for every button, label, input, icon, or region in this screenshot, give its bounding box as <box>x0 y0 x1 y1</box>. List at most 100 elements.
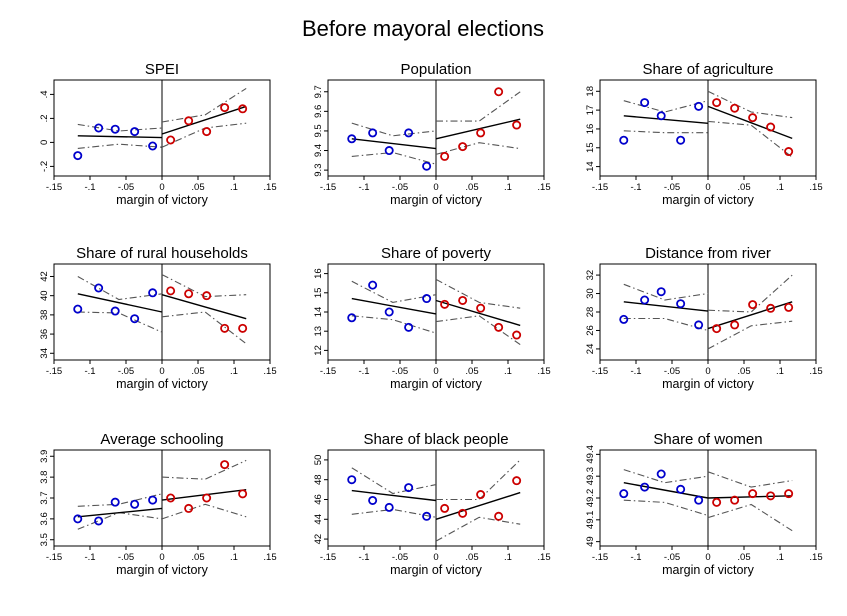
data-point-left <box>73 151 83 161</box>
panel-title: Share of black people <box>363 431 508 448</box>
x-tick-label: -.05 <box>392 366 408 377</box>
y-tick-label: -.2 <box>39 161 50 172</box>
data-point-right <box>184 289 194 299</box>
x-tick-label: -.1 <box>358 366 369 377</box>
panel-title: Population <box>401 61 472 78</box>
x-axis-label: margin of victory <box>116 193 208 207</box>
x-tick-label: -.1 <box>630 366 641 377</box>
ci-right-lower <box>435 516 521 542</box>
data-point-right <box>712 98 722 108</box>
fit-line-right <box>707 301 793 330</box>
x-axis-label: margin of victory <box>116 377 208 391</box>
fit-line-right <box>161 105 247 135</box>
y-tick-label: 26 <box>585 325 596 336</box>
x-axis-label: margin of victory <box>390 563 482 577</box>
x-tick-label: .1 <box>504 182 512 193</box>
x-tick-label: -.15 <box>320 552 336 563</box>
fit-line-left <box>623 115 709 124</box>
panel-title: Share of rural households <box>76 245 248 262</box>
data-point-right <box>766 303 776 313</box>
data-point-right <box>166 286 176 296</box>
ci-right-lower <box>707 320 793 350</box>
ci-right-upper <box>707 90 793 119</box>
x-tick-label: .1 <box>230 366 238 377</box>
data-point-left <box>148 141 158 151</box>
data-point-right <box>220 323 230 333</box>
data-point-right <box>166 493 176 503</box>
x-tick-label: 0 <box>159 366 164 377</box>
y-tick-label: 9.4 <box>313 144 324 157</box>
y-tick-label: 44 <box>313 514 324 525</box>
panel-4: Share of rural households -.15 -.1 -.05 0 .05… <box>39 245 277 391</box>
x-tick-label: .05 <box>191 552 204 563</box>
ci-right-lower <box>161 503 247 520</box>
data-point-left <box>94 283 104 293</box>
y-tick-label: 49 <box>585 536 596 547</box>
x-tick-label: .05 <box>737 552 750 563</box>
data-point-left <box>94 516 104 526</box>
x-tick-label: -.15 <box>592 182 608 193</box>
y-tick-label: 13 <box>313 326 324 337</box>
data-point-right <box>766 122 776 132</box>
panel-title: Average schooling <box>100 431 223 448</box>
panel-7: Average schooling -.15 -.1 -.05 0 .05 .1 .15 3.5… <box>39 431 277 577</box>
data-point-right <box>476 303 486 313</box>
data-point-right <box>458 295 468 305</box>
data-point-right <box>766 491 776 501</box>
ci-right-upper <box>436 91 521 122</box>
data-point-right <box>238 323 248 333</box>
ci-left-lower <box>77 311 163 333</box>
curves <box>351 278 521 346</box>
x-tick-label: -.15 <box>320 366 336 377</box>
y-tick-label: 42 <box>39 271 50 282</box>
panel-grid: SPEI -.15 -.1 -.05 0 .05 .1 .15 -.2 0 .2 .4 margin o… <box>39 61 823 577</box>
data-point-right <box>512 120 522 130</box>
data-point-right <box>238 489 248 499</box>
data-point-left <box>656 287 666 297</box>
fit-line-right <box>161 294 247 320</box>
panel-9: Share of women -.15 -.1 -.05 0 .05 .1 .15 49 49.1… <box>585 431 823 577</box>
y-tick-label: 49.4 <box>585 445 596 464</box>
data-point-right <box>220 103 230 113</box>
y-tick-label: 9.6 <box>313 105 324 118</box>
y-tick-label: .2 <box>39 114 50 122</box>
x-tick-label: 0 <box>705 182 710 193</box>
data-point-right <box>238 104 248 114</box>
x-tick-label: .15 <box>537 366 550 377</box>
y-tick-label: 3.9 <box>39 450 50 463</box>
x-tick-label: .1 <box>776 552 784 563</box>
data-point-right <box>730 495 740 505</box>
fit-line-left <box>623 301 709 312</box>
x-tick-label: -.05 <box>118 182 134 193</box>
data-point-left <box>676 135 686 145</box>
y-tick-label: 17 <box>585 105 596 116</box>
data-point-left <box>694 320 704 330</box>
ci-right-lower <box>435 315 521 346</box>
figure-title: Before mayoral elections <box>302 16 544 41</box>
data-point-left <box>422 294 432 304</box>
data-point-right <box>512 476 522 486</box>
ci-right-upper <box>707 471 793 488</box>
y-tick-label: 3.6 <box>39 512 50 525</box>
data-point-left <box>694 101 704 111</box>
data-point-left <box>676 484 686 494</box>
data-point-left <box>110 124 120 134</box>
x-axis-label: margin of victory <box>390 193 482 207</box>
y-tick-label: 30 <box>585 288 596 299</box>
data-point-right <box>730 320 740 330</box>
y-tick-label: 3.8 <box>39 471 50 484</box>
fit-line-left <box>77 507 163 518</box>
data-point-left <box>130 127 140 137</box>
x-tick-label: -.05 <box>118 552 134 563</box>
y-tick-label: 15 <box>585 142 596 153</box>
x-tick-label: -.05 <box>664 552 680 563</box>
data-point-right <box>202 291 212 301</box>
data-point-left <box>73 514 83 524</box>
panel-title: SPEI <box>145 61 179 78</box>
x-tick-label: 0 <box>159 182 164 193</box>
data-point-left <box>347 134 357 144</box>
y-tick-label: 49.2 <box>585 489 596 508</box>
y-tick-label: 16 <box>313 268 324 279</box>
